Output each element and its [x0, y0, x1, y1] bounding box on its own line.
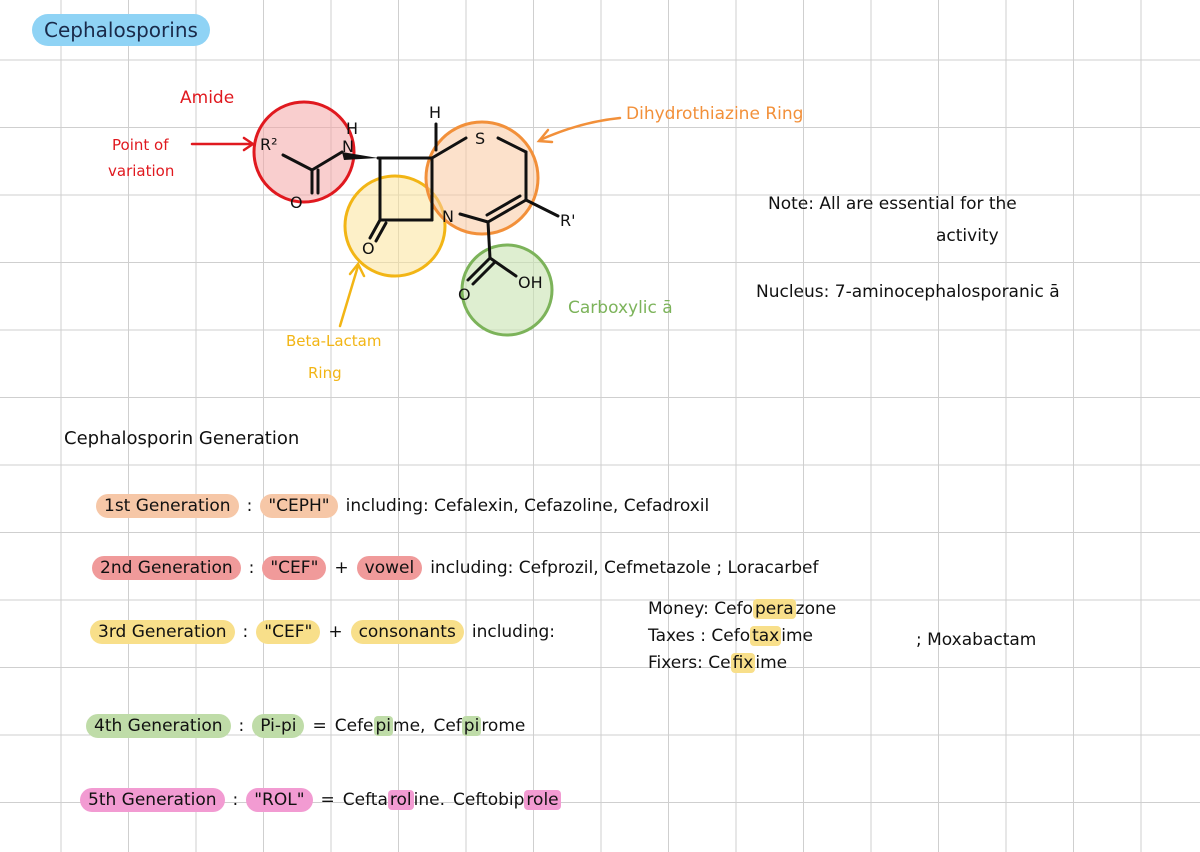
gen5-label: 5th Generation: [80, 788, 225, 812]
note-line-1: Note: All are essential for the: [768, 194, 1017, 214]
gen1-label: 1st Generation: [96, 494, 239, 518]
gen2-sep: :: [248, 558, 255, 578]
nh-n-label: N: [342, 137, 354, 156]
gen3-example-taxes: Taxes : Cefo tax ime: [648, 626, 813, 647]
oh-label: OH: [518, 273, 543, 292]
gen2-plus: +: [334, 558, 349, 578]
carboxyl-o-label: O: [458, 285, 471, 304]
cephalosporin-structure: R² H N H S N O O R' OH O: [190, 100, 622, 337]
gen3-row: 3rd Generation : "CEF" + consonants incl…: [90, 620, 563, 644]
gen4-sep: :: [238, 716, 245, 736]
gen3-label: 3rd Generation: [90, 620, 235, 644]
gen1-key: "CEPH": [260, 494, 338, 518]
lactam-o-label: O: [362, 239, 375, 258]
gen1-including: including: Cefalexin, Cefazoline, Cefadr…: [345, 496, 710, 516]
gen5-sep: :: [232, 790, 239, 810]
gen4-label: 4th Generation: [86, 714, 231, 738]
gen3-examples: Money: Cefo pera zone Taxes : Cefo tax ime F…: [648, 596, 836, 678]
gen1-sep: :: [246, 496, 253, 516]
page-title: Cephalosporins: [32, 14, 210, 46]
gen3-plus: +: [328, 622, 343, 642]
gen3-including: including:: [471, 622, 555, 642]
gen5-example-1: Cefta rol ine.: [342, 790, 446, 810]
generation-heading: Cephalosporin Generation: [64, 428, 300, 449]
carboxylic-label: Carboxylic ā: [568, 298, 673, 318]
gen4-example-1: Cefe pi me,: [334, 716, 426, 736]
beta-lactam-label-1: Beta-Lactam: [286, 332, 382, 350]
gen5-key: "ROL": [246, 788, 313, 812]
gen4-key: Pi-pi: [252, 714, 305, 738]
top-h-label: H: [429, 103, 441, 122]
gen2-label: 2nd Generation: [92, 556, 241, 580]
r2-label: R²: [260, 135, 278, 154]
nucleus-note: Nucleus: 7-aminocephalosporanic ā: [756, 282, 1060, 302]
dihydrothiazine-circle: [424, 120, 540, 236]
point-of-variation-label-1: Point of: [112, 136, 169, 154]
gen2-including: including: Cefprozil, Cefmetazole ; Lora…: [430, 558, 819, 578]
gen2-key: "CEF": [262, 556, 327, 580]
gen5-row: 5th Generation : "ROL" = Cefta rol ine. Ce…: [80, 788, 569, 812]
gen4-eq: =: [312, 716, 327, 736]
gen4-row: 4th Generation : Pi-pi = Cefe pi me, Cef pi…: [86, 714, 533, 738]
gen3-example-fixers: Fixers: Ce fix ime: [648, 653, 788, 674]
gen2-row: 2nd Generation : "CEF" + vowel including…: [92, 556, 826, 580]
amide-circle: [252, 100, 356, 204]
gen2-vowel: vowel: [356, 556, 423, 580]
gen3-other: ; Moxabactam: [916, 630, 1037, 650]
gen3-example-money: Money: Cefo pera zone: [648, 599, 837, 619]
s-atom-label: S: [475, 129, 485, 148]
gen4-example-2: Cef pi rome: [433, 716, 526, 736]
gen3-consonants: consonants: [350, 620, 464, 644]
note-line-2: activity: [936, 226, 999, 246]
gen5-eq: =: [320, 790, 335, 810]
beta-lactam-circle: [343, 174, 447, 278]
nh-h-label: H: [346, 119, 358, 138]
gen3-key: "CEF": [256, 620, 321, 644]
gen1-row: 1st Generation : "CEPH" including: Cefal…: [96, 494, 717, 518]
beta-lactam-label-2: Ring: [308, 364, 342, 382]
dihydrothiazine-label: Dihydrothiazine Ring: [626, 104, 804, 124]
n-atom-label: N: [442, 207, 454, 226]
bonds: [281, 122, 560, 286]
r1-label: R': [560, 211, 576, 230]
gen5-example-2: Ceftobip role: [453, 790, 561, 810]
gen3-sep: :: [242, 622, 249, 642]
amide-label: Amide: [180, 88, 235, 108]
carboxylic-circle: [460, 243, 554, 337]
point-of-variation-label-2: variation: [108, 162, 175, 180]
amide-o-label: O: [290, 193, 303, 212]
